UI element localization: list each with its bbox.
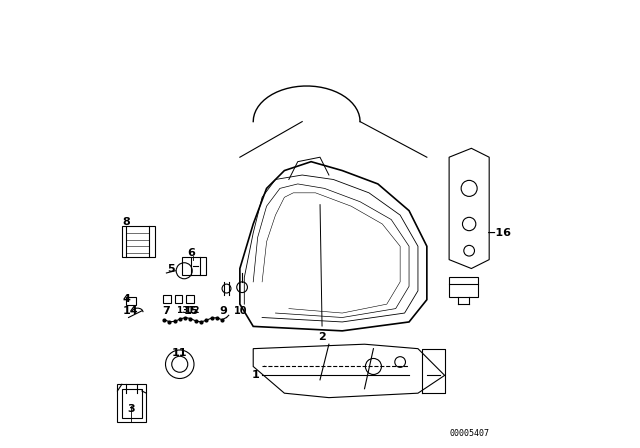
Bar <box>122 226 156 258</box>
Text: 12: 12 <box>187 306 200 315</box>
Text: 3: 3 <box>127 404 134 414</box>
Bar <box>126 297 136 306</box>
Bar <box>122 389 142 418</box>
Bar <box>449 277 478 297</box>
Bar <box>163 295 172 303</box>
Text: 15: 15 <box>183 306 198 316</box>
Text: 1: 1 <box>252 366 264 379</box>
Text: 6: 6 <box>187 248 195 258</box>
Text: −16: −16 <box>487 228 512 238</box>
Text: 5: 5 <box>167 263 175 274</box>
Text: 9: 9 <box>219 306 227 316</box>
Text: 11: 11 <box>172 348 188 358</box>
Text: 2: 2 <box>318 205 326 342</box>
Bar <box>175 295 182 303</box>
Text: 4: 4 <box>122 294 131 304</box>
Bar <box>186 295 195 303</box>
Text: 7: 7 <box>163 306 170 316</box>
Text: 13: 13 <box>176 306 188 315</box>
Text: 14: 14 <box>123 306 139 316</box>
Text: 8: 8 <box>122 217 130 227</box>
Bar <box>117 384 147 422</box>
Text: 00005407: 00005407 <box>449 429 489 438</box>
Text: 10: 10 <box>234 306 248 316</box>
